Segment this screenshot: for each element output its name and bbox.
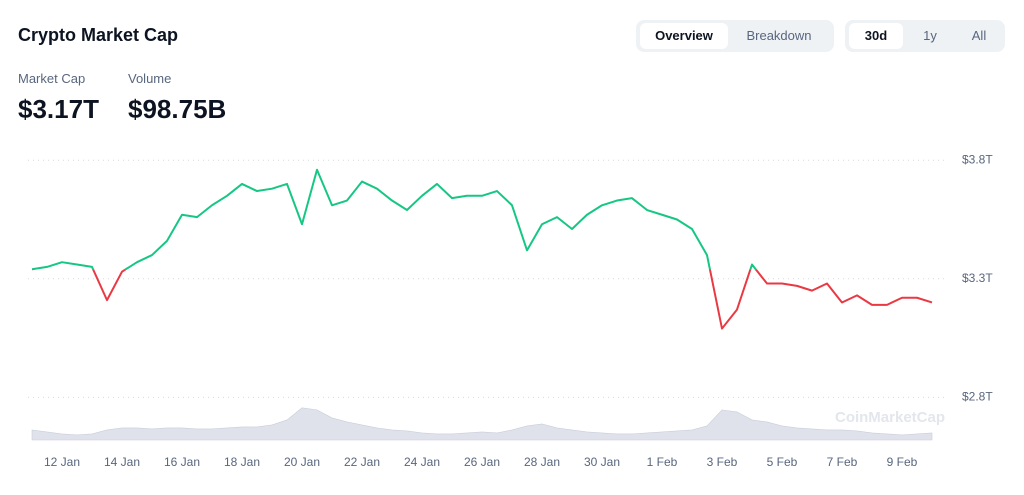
x-tick-label: 20 Jan: [284, 455, 320, 469]
x-tick-label: 5 Feb: [767, 455, 798, 469]
tab[interactable]: 30d: [849, 23, 903, 49]
x-tick-label: 18 Jan: [224, 455, 260, 469]
x-tick-label: 7 Feb: [827, 455, 858, 469]
y-tick-label: $3.8T: [962, 152, 993, 166]
x-tick-label: 30 Jan: [584, 455, 620, 469]
x-tick-label: 26 Jan: [464, 455, 500, 469]
stat: Volume $98.75B: [128, 71, 226, 125]
range-tabs: 30d 1y All: [845, 20, 1005, 52]
x-tick-label: 28 Jan: [524, 455, 560, 469]
stat-value: $3.17T: [18, 94, 99, 124]
x-tick-label: 1 Feb: [647, 455, 678, 469]
stat: Market Cap $3.17T: [18, 71, 99, 125]
watermark: CoinMarketCap: [835, 409, 945, 426]
stat-label: Market Cap: [18, 71, 86, 86]
view-tabs: Overview Breakdown: [636, 20, 834, 52]
page-title: Crypto Market Cap: [18, 25, 179, 45]
tab[interactable]: Breakdown: [746, 28, 812, 43]
x-tick-label: 9 Feb: [887, 455, 918, 469]
volume-area: [31, 407, 933, 441]
x-tick-label: 24 Jan: [404, 455, 440, 469]
x-tick-label: 16 Jan: [164, 455, 200, 469]
x-tick-label: 14 Jan: [104, 455, 140, 469]
x-tick-label: 3 Feb: [707, 455, 738, 469]
tab[interactable]: 1y: [923, 28, 937, 43]
price-line: [31, 168, 758, 270]
stat-label: Volume: [128, 71, 172, 86]
y-tick-label: $3.3T: [962, 271, 993, 285]
stat-value: $98.75B: [128, 94, 227, 124]
price-line: [32, 269, 933, 330]
x-tick-label: 22 Jan: [344, 455, 380, 469]
y-tick-label: $2.8T: [962, 389, 993, 403]
tab[interactable]: Overview: [640, 23, 728, 49]
x-tick-label: 12 Jan: [44, 455, 80, 469]
tab[interactable]: All: [971, 28, 987, 43]
